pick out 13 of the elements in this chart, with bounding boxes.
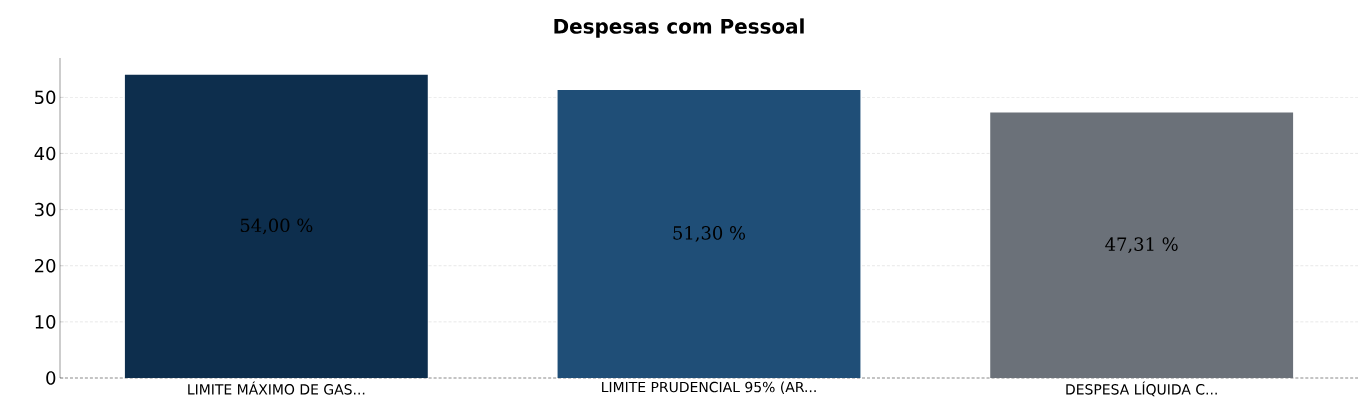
y-tick-label: 30 [35, 202, 56, 217]
y-tick-label: 10 [35, 315, 56, 329]
y-tick-label: 40 [34, 146, 56, 161]
x-tick-label: LIMITE PRUDENCIAL 95% (AR... [602, 381, 816, 394]
x-tick-label: LIMITE MÁXIMO DE GAS... [188, 381, 365, 395]
chart-title: Despesas com Pessoal [554, 18, 804, 38]
data-label: 47,31 % [1105, 237, 1178, 254]
y-tick-label: 0 [46, 371, 56, 385]
x-tick-label: DESPESA LÍQUIDA C... [1066, 381, 1217, 397]
data-label: 51,30 % [673, 226, 746, 242]
y-tick-label: 50 [35, 90, 56, 105]
data-label: 54,00 % [240, 218, 313, 235]
y-tick-label: 20 [34, 258, 56, 273]
